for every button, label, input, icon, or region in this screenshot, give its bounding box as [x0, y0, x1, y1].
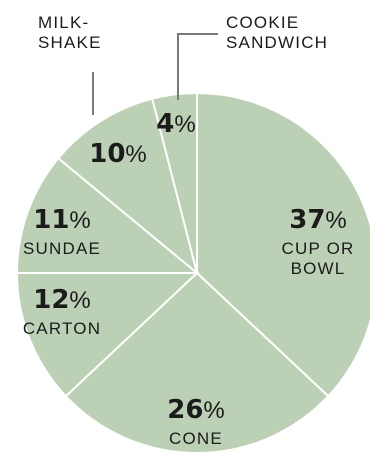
category-label-cookie-sandwich: COOKIE SANDWICH — [226, 13, 328, 52]
pct-label-cookie-sandwich: 4% — [156, 109, 195, 139]
category-label-milk-shake: MILK-SHAKE — [38, 13, 102, 52]
pct-label-cone: 26% — [167, 395, 225, 425]
pie-slice-milk-shake — [56, 97, 199, 276]
pie-slice-carton — [15, 272, 200, 398]
category-label-carton: CARTON — [23, 319, 101, 338]
category-label-sundae: SUNDAE — [23, 239, 101, 258]
leader-line-cookie-sandwich — [177, 33, 218, 100]
pie-slice-cup-or-bowl — [196, 91, 370, 398]
pie-slice-cone — [64, 271, 330, 454]
pie-slice-cookie-sandwich — [151, 91, 198, 274]
pct-label-cup-or-bowl: 37% — [289, 205, 347, 235]
pct-label-sundae: 11% — [33, 205, 91, 235]
pct-label-milk-shake: 10% — [89, 139, 147, 169]
category-label-cone: CONE — [169, 429, 223, 448]
pie-slice-sundae — [15, 156, 200, 274]
category-label-cup-or-bowl: CUP OR BOWL — [281, 239, 354, 278]
pct-label-carton: 12% — [33, 285, 91, 315]
